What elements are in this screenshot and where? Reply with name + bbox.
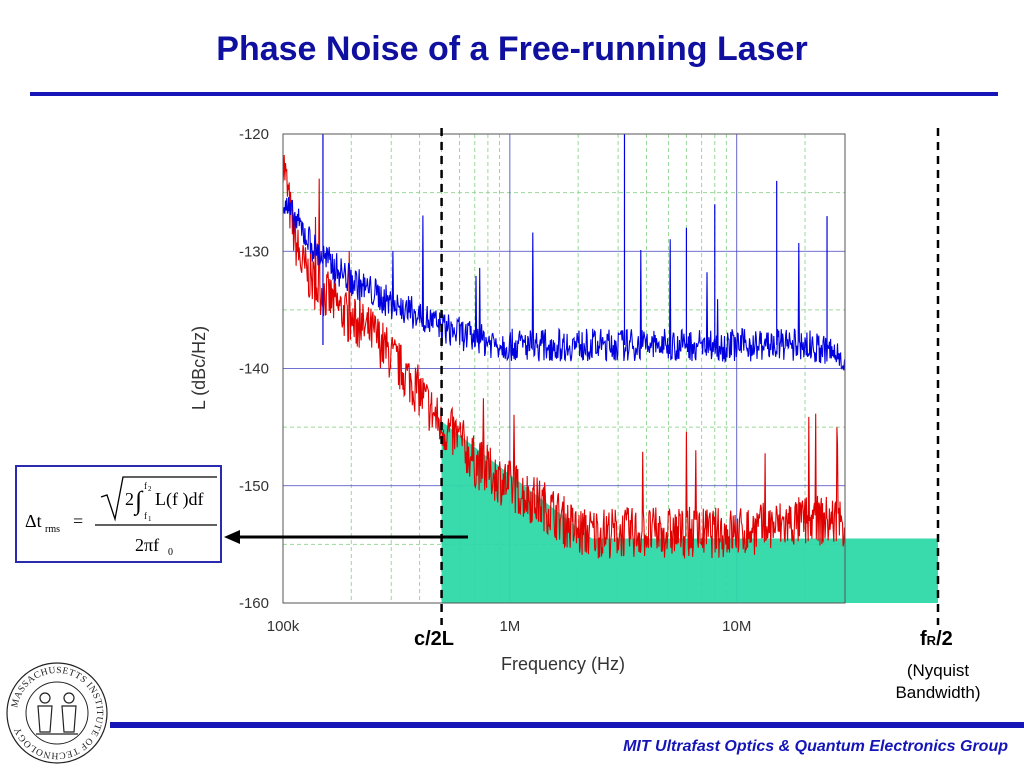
chart-grid <box>282 133 846 604</box>
svg-text:2: 2 <box>125 489 134 509</box>
svg-text:L(f )df: L(f )df <box>155 489 203 510</box>
slide-title: Phase Noise of a Free-running Laser <box>216 30 808 68</box>
timing-jitter-formula: Δt rms = 2 ∫ f 2 f 1 L(f )df 2πf 0 <box>15 465 222 563</box>
x-tick-label: 10M <box>722 618 751 635</box>
svg-text:0: 0 <box>168 547 173 558</box>
c-over-2L-label: c/2L <box>414 628 455 650</box>
y-tick-label: -140 <box>239 361 269 378</box>
svg-text:rms: rms <box>45 524 60 535</box>
svg-text:2πf: 2πf <box>135 535 159 555</box>
fr-over-2-label: fR/2 <box>920 628 953 650</box>
plot-frame <box>282 133 846 604</box>
svg-text:∫: ∫ <box>133 486 144 516</box>
y-tick-label: -130 <box>239 243 269 260</box>
formula-graphic: Δt rms = 2 ∫ f 2 f 1 L(f )df 2πf 0 <box>25 476 217 558</box>
svg-text:=: = <box>73 511 83 531</box>
series-line-red <box>282 154 846 559</box>
shaded-region-layer <box>441 421 938 603</box>
mit-seal-logo: MASSACHUSETTS INSTITUTE OF TECHNOLOGY <box>6 662 108 764</box>
x-tick-label: 100k <box>267 618 300 635</box>
svg-text:2: 2 <box>148 485 152 493</box>
footer-rule <box>110 722 1024 728</box>
formula-arrow-head <box>224 530 240 544</box>
y-axis-label: L (dBc/Hz) <box>189 326 209 410</box>
formula-lhs: Δt <box>25 511 42 531</box>
shaded-integration-region <box>441 421 938 603</box>
title-underline <box>30 92 998 96</box>
x-tick-label: 1M <box>499 618 520 635</box>
y-tick-label: -160 <box>239 595 269 612</box>
svg-text:f: f <box>144 511 147 521</box>
svg-text:f: f <box>144 481 147 491</box>
svg-text:MASSACHUSETTS INSTITUTE OF TEC: MASSACHUSETTS INSTITUTE OF TECHNOLOGY <box>10 666 104 760</box>
svg-text:1: 1 <box>148 515 152 523</box>
tick-labels-layer: 100k 1M 10M -120 -130 -140 -150 -160 <box>239 126 751 635</box>
series-line-blue <box>282 197 846 371</box>
nyquist-bandwidth-label: (Nyquist Bandwidth) <box>895 661 981 702</box>
footer-text: MIT Ultrafast Optics & Quantum Electroni… <box>623 738 1008 755</box>
axes-layer <box>282 133 846 604</box>
x-axis-label: Frequency (Hz) <box>501 654 625 674</box>
series-layer <box>282 134 846 559</box>
y-tick-label: -120 <box>239 126 269 143</box>
y-tick-label: -150 <box>239 478 269 495</box>
